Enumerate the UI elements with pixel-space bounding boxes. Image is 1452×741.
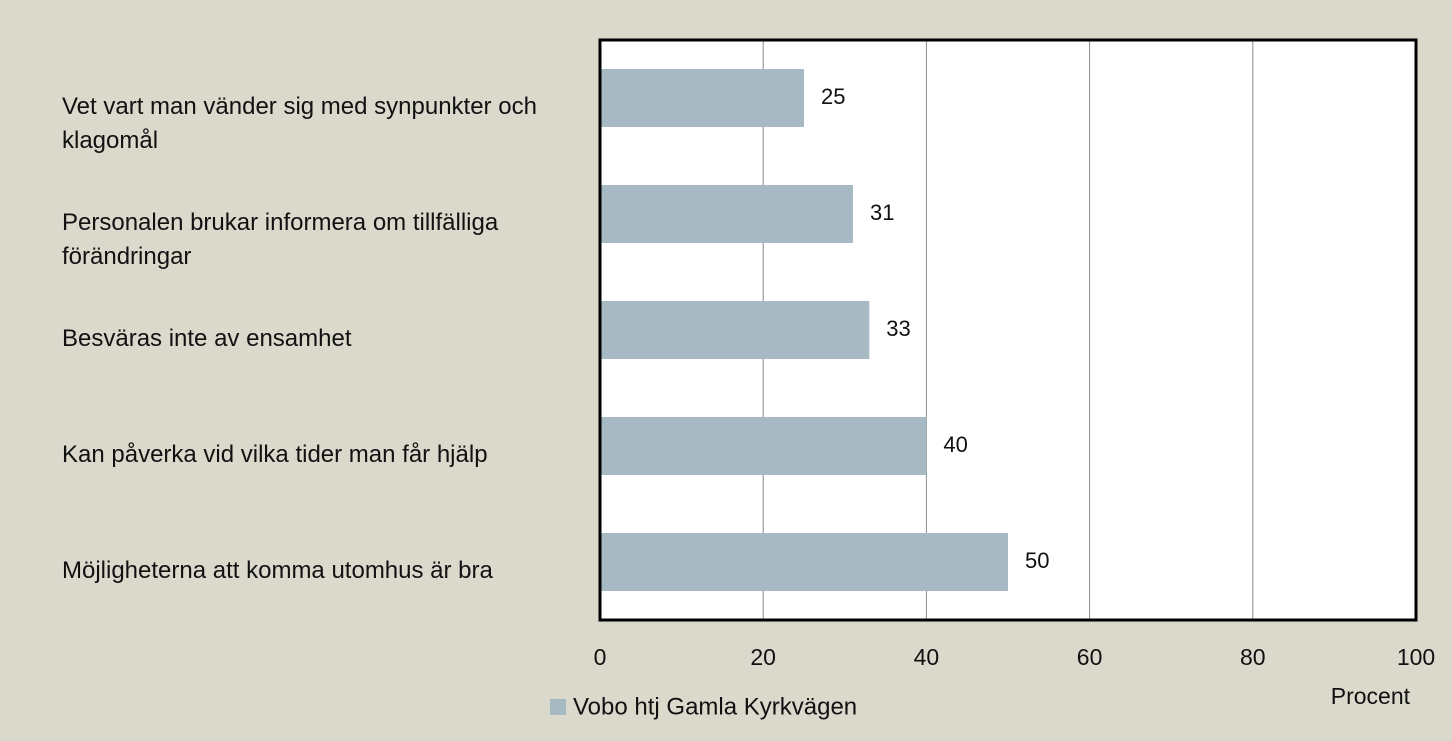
legend-swatch <box>550 699 566 715</box>
y-tick-label: Kan påverka vid vilka tider man får hjäl… <box>62 441 488 468</box>
plot-border <box>598 38 1418 622</box>
value-label: 50 <box>1025 548 1049 573</box>
x-tick-label: 40 <box>914 644 940 670</box>
legend-label: Vobo htj Gamla Kyrkvägen <box>573 693 857 720</box>
x-tick-label: 100 <box>1397 644 1435 670</box>
x-tick-label: 80 <box>1240 644 1266 670</box>
x-tick-label: 0 <box>594 644 607 670</box>
y-tick-label: Personalen brukar informera om tillfälli… <box>62 209 499 270</box>
bar <box>600 185 853 243</box>
y-tick-label: Besväras inte av ensamhet <box>62 325 352 352</box>
value-label: 25 <box>821 84 845 109</box>
y-tick-label: Vet vart man vänder sig med synpunkter o… <box>62 93 537 154</box>
x-tick-label: 20 <box>750 644 776 670</box>
y-tick-label: Möjligheterna att komma utomhus är bra <box>62 557 493 584</box>
bar <box>600 417 927 475</box>
value-label: 33 <box>886 316 910 341</box>
x-axis-label: Procent <box>1331 683 1411 709</box>
bar <box>600 301 870 359</box>
value-label: 31 <box>870 200 894 225</box>
value-label: 40 <box>943 432 967 457</box>
bar <box>600 69 804 127</box>
x-tick-label: 60 <box>1077 644 1103 670</box>
bar <box>600 533 1008 591</box>
